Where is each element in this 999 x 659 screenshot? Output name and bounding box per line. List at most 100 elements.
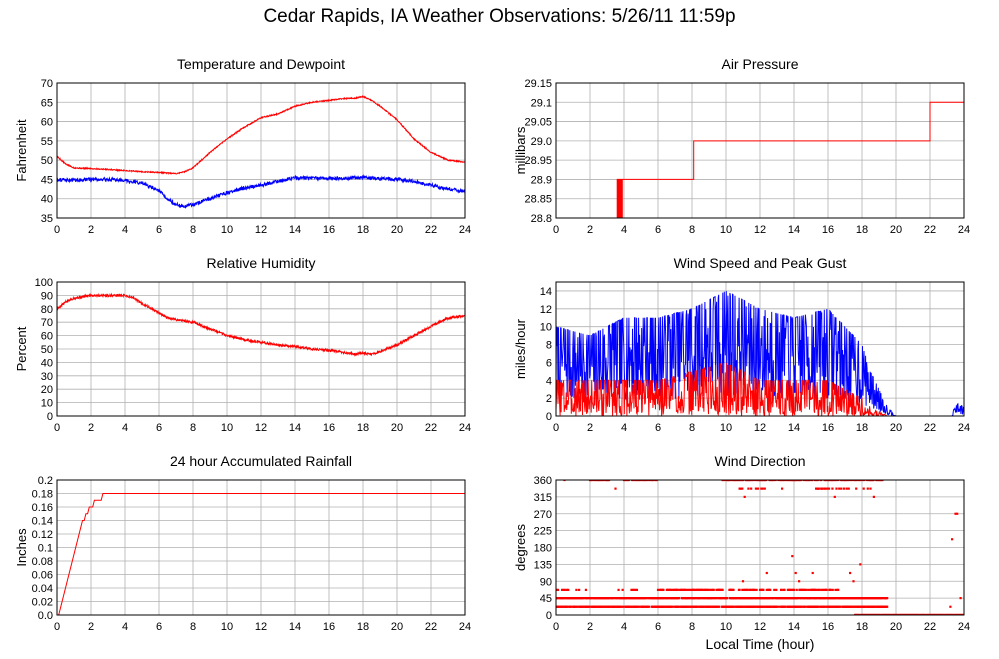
- data-point: [830, 605, 833, 608]
- data-point: [801, 588, 804, 591]
- y-tick-label: 0.14: [32, 516, 53, 528]
- y-tick-label: 29.05: [524, 117, 552, 129]
- data-point: [563, 588, 566, 591]
- data-point: [732, 605, 735, 608]
- x-tick-label: 2: [88, 224, 94, 236]
- data-point: [701, 597, 704, 600]
- data-point: [799, 605, 802, 608]
- data-point: [775, 588, 778, 591]
- data-point: [669, 588, 673, 591]
- data-point: [595, 605, 598, 608]
- data-point: [637, 605, 641, 608]
- data-point: [703, 605, 706, 608]
- data-point: [796, 597, 800, 600]
- data-point: [671, 605, 675, 608]
- data-point: [604, 605, 607, 608]
- data-point: [821, 588, 824, 591]
- data-point: [609, 605, 612, 608]
- x-tick-label: 22: [425, 422, 437, 434]
- data-point: [723, 480, 726, 482]
- data-point: [808, 480, 811, 482]
- data-point: [816, 480, 819, 482]
- data-point: [716, 605, 719, 608]
- y-tick-label: 50: [41, 344, 53, 356]
- data-point: [643, 480, 647, 482]
- data-point: [648, 480, 651, 482]
- data-point: [799, 480, 802, 482]
- y-tick-label: 65: [41, 97, 53, 109]
- data-point: [688, 588, 692, 591]
- data-point: [567, 605, 570, 608]
- y-tick-label: 0.08: [32, 556, 53, 568]
- data-point: [771, 480, 775, 482]
- x-tick-label: 24: [459, 422, 471, 434]
- data-point: [584, 588, 588, 591]
- data-point: [756, 597, 759, 600]
- data-point: [834, 588, 837, 591]
- data-point: [660, 588, 663, 591]
- data-point: [732, 588, 735, 591]
- data-point: [837, 588, 840, 591]
- data-point: [838, 487, 841, 490]
- x-tick-label: 18: [856, 422, 868, 434]
- x-tick-label: 10: [720, 621, 732, 633]
- x-tick-label: 10: [221, 621, 233, 633]
- y-axis-label: millibars: [513, 126, 528, 174]
- data-point: [811, 571, 814, 575]
- data-point: [784, 605, 787, 608]
- data-point: [842, 487, 846, 490]
- data-point: [827, 487, 831, 490]
- data-point: [590, 480, 594, 482]
- x-tick-label: 20: [890, 621, 902, 633]
- data-point: [731, 480, 734, 482]
- data-point: [769, 480, 772, 482]
- data-point: [858, 613, 861, 615]
- plot-frame: [555, 281, 965, 417]
- data-point: [852, 580, 855, 583]
- data-point: [817, 487, 820, 490]
- data-point: [754, 487, 758, 490]
- data-point: [601, 605, 605, 608]
- data-point: [689, 597, 692, 600]
- chart-title: Relative Humidity: [207, 255, 316, 271]
- data-point: [852, 480, 855, 482]
- data-point: [634, 588, 637, 591]
- x-tick-label: 6: [156, 621, 162, 633]
- x-tick-label: 4: [122, 224, 128, 236]
- data-point: [815, 487, 818, 490]
- x-tick-label: 20: [391, 224, 403, 236]
- data-point: [670, 605, 673, 608]
- y-tick-label: 70: [41, 317, 53, 329]
- data-point: [855, 487, 858, 490]
- data-point: [635, 605, 639, 608]
- x-tick-label: 8: [190, 224, 196, 236]
- data-point: [631, 480, 634, 482]
- data-point: [556, 588, 558, 591]
- x-tick-label: 0: [54, 422, 60, 434]
- data-point: [835, 597, 838, 600]
- data-point: [699, 597, 702, 600]
- data-point: [774, 480, 777, 482]
- data-point: [614, 605, 617, 608]
- data-point: [781, 487, 784, 490]
- x-tick-label: 16: [822, 224, 834, 236]
- data-point: [762, 588, 765, 591]
- data-point: [763, 487, 766, 490]
- chart-title: 24 hour Accumulated Rainfall: [170, 453, 352, 469]
- data-point: [879, 613, 882, 615]
- data-point: [811, 480, 814, 482]
- x-tick-label: 0: [54, 224, 60, 236]
- y-tick-label: 12: [540, 304, 552, 316]
- x-tick-label: 10: [221, 422, 233, 434]
- data-point: [752, 597, 755, 600]
- data-point: [850, 480, 853, 482]
- data-point: [739, 487, 743, 490]
- data-point: [612, 597, 615, 600]
- data-point: [709, 605, 712, 608]
- data-point: [595, 480, 598, 482]
- plot-frame: [56, 479, 466, 616]
- data-point: [616, 597, 619, 600]
- data-point: [829, 588, 832, 591]
- x-tick-label: 0: [553, 224, 559, 236]
